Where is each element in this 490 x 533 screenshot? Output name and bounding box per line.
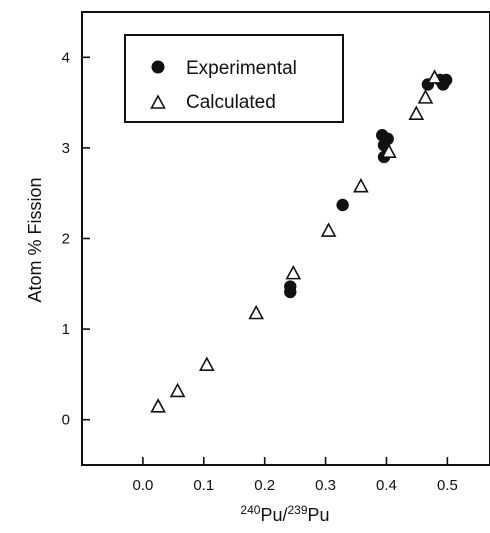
calculated-point bbox=[417, 89, 434, 104]
x-tick-label: 0.2 bbox=[254, 477, 275, 494]
x-label-separator: / bbox=[282, 505, 287, 525]
experimental-point bbox=[381, 132, 394, 146]
y-tick-label: 4 bbox=[62, 49, 70, 66]
x-label-isotope-2: 239 bbox=[288, 503, 308, 517]
calculated-point bbox=[353, 177, 369, 193]
calculated-point bbox=[198, 356, 215, 371]
calculated-point bbox=[408, 105, 425, 120]
legend-marker-experimental bbox=[151, 60, 165, 74]
experimental-point bbox=[284, 285, 297, 299]
x-label-element-2: Pu bbox=[308, 505, 330, 525]
x-tick-label: 0.0 bbox=[132, 477, 153, 494]
x-tick-label: 0.5 bbox=[437, 477, 458, 494]
x-label-isotope-1: 240 bbox=[240, 503, 260, 517]
calculated-point bbox=[150, 398, 166, 413]
x-tick-label: 0.3 bbox=[315, 477, 336, 494]
y-tick-label: 2 bbox=[62, 231, 70, 248]
axis-ticks: 0.0 0.1 0.2 0.3 0.4 0.5 0 1 2 3 4 bbox=[62, 49, 458, 494]
legend: Experimental Calculated bbox=[124, 34, 344, 123]
y-axis-label: Atom % Fission bbox=[25, 177, 45, 302]
x-tick-label: 0.4 bbox=[376, 477, 397, 494]
calculated-point bbox=[381, 143, 397, 159]
data-points bbox=[150, 69, 453, 413]
experimental-point bbox=[439, 73, 453, 87]
calculated-point bbox=[320, 222, 337, 237]
x-tick-label: 0.1 bbox=[193, 477, 214, 494]
legend-marker-calculated bbox=[150, 94, 166, 109]
calculated-point bbox=[426, 69, 443, 84]
y-tick-label: 3 bbox=[62, 140, 70, 157]
calculated-point bbox=[285, 264, 302, 280]
legend-label-experimental: Experimental bbox=[186, 58, 297, 79]
x-label-element-1: Pu bbox=[260, 505, 282, 525]
y-tick-label: 1 bbox=[62, 321, 70, 338]
experimental-point bbox=[336, 198, 349, 212]
legend-label-calculated: Calculated bbox=[186, 92, 276, 113]
y-tick-label: 0 bbox=[62, 412, 70, 429]
calculated-point bbox=[169, 382, 186, 398]
calculated-point bbox=[248, 304, 265, 320]
x-axis-label: 240Pu/239Pu bbox=[240, 503, 329, 525]
